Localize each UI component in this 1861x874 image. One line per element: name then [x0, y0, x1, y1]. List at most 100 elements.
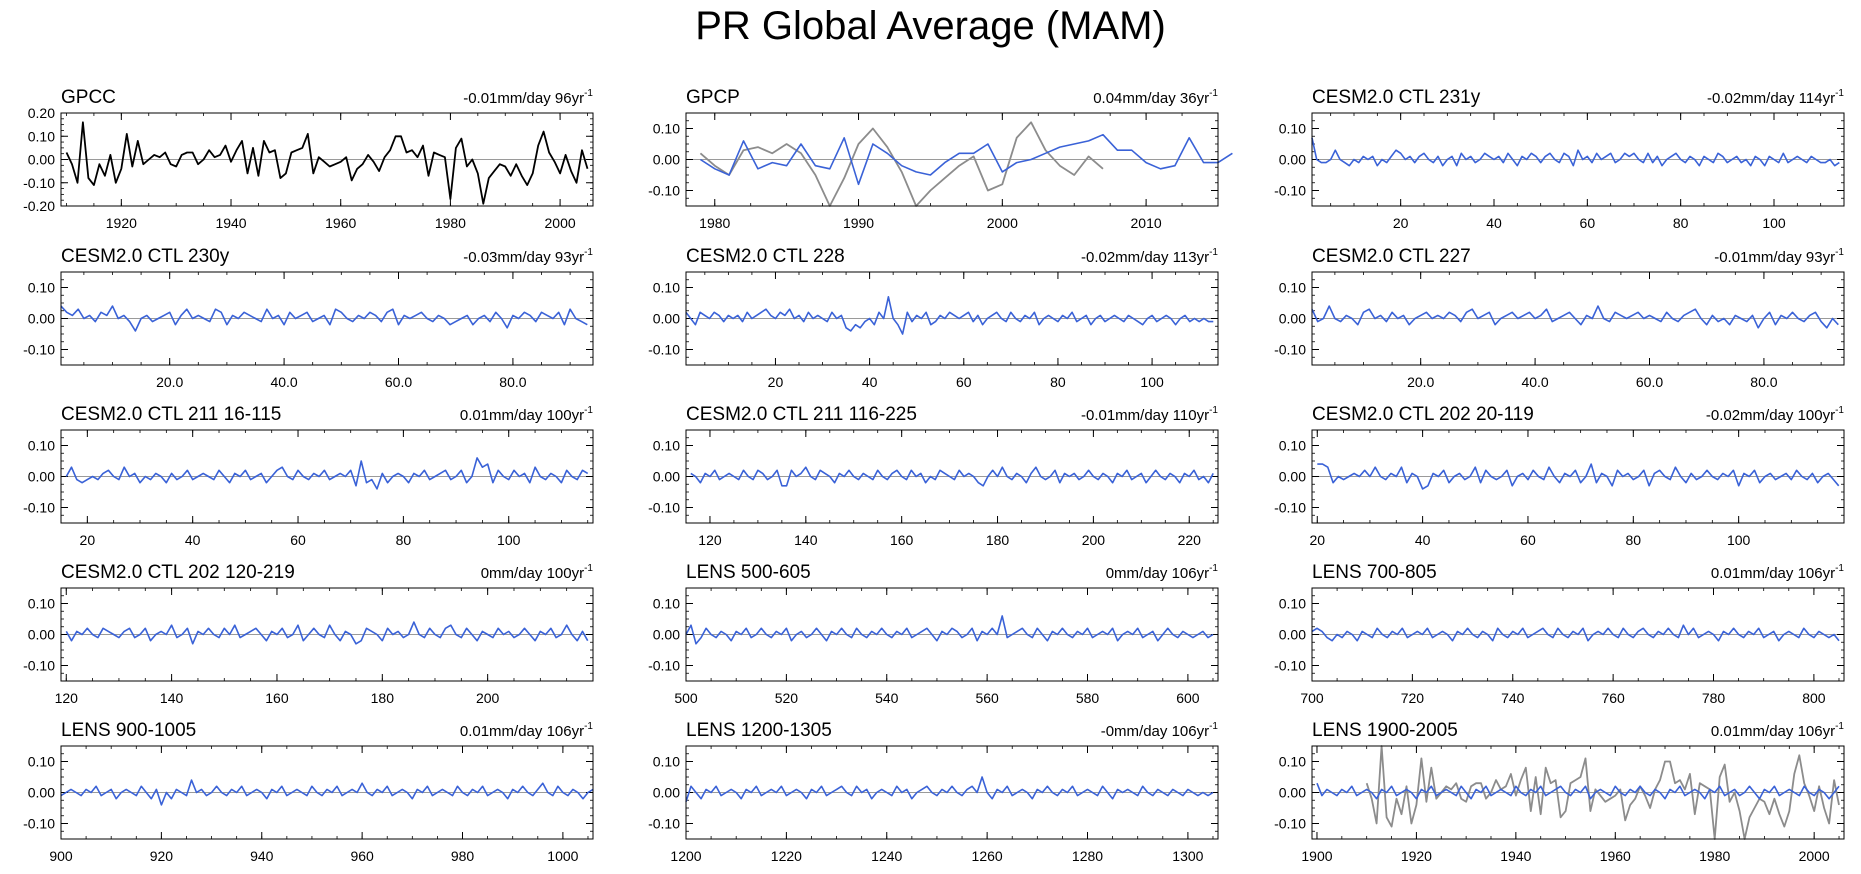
- x-tick-label: 1960: [325, 215, 356, 231]
- series-line: [699, 121, 1104, 207]
- x-tick-label: 940: [250, 848, 274, 864]
- x-tick-label: 60.0: [385, 374, 412, 390]
- chart-panel: CESM2.0 CTL 202 120-219 0mm/day 100yr-1 -0…: [23, 562, 594, 706]
- panel-title: LENS 900-1005: [61, 720, 196, 741]
- chart-panel: CESM2.0 CTL 227 -0.01mm/day 93yr-1 -0.10 0.…: [1274, 246, 1845, 390]
- y-tick-label: -0.10: [1274, 658, 1306, 674]
- y-tick-label: -0.10: [1274, 342, 1306, 358]
- panel-title: LENS 1900-2005: [1312, 720, 1458, 741]
- x-tick-label: 2000: [987, 215, 1018, 231]
- x-tick-label: 80: [1050, 374, 1066, 390]
- x-tick-label: 1980: [435, 215, 466, 231]
- x-tick-label: 1260: [972, 848, 1003, 864]
- y-tick-label: 0.20: [28, 105, 55, 121]
- y-tick-label: -0.10: [23, 175, 55, 191]
- y-tick-label: 0.00: [28, 152, 55, 168]
- panel-title: CESM2.0 CTL 228: [686, 246, 845, 267]
- chart-panel: CESM2.0 CTL 230y -0.03mm/day 93yr-1 -0.10 0…: [23, 246, 594, 390]
- y-tick-label: 0.10: [1279, 754, 1306, 770]
- x-tick-label: 1300: [1172, 848, 1203, 864]
- x-tick-label: 2000: [1799, 848, 1830, 864]
- x-tick-label: 500: [674, 690, 698, 706]
- x-tick-label: 100: [1762, 215, 1786, 231]
- x-tick-label: 900: [49, 848, 73, 864]
- plot-frame: [60, 587, 594, 682]
- x-tick-label: 180: [986, 532, 1010, 548]
- x-tick-label: 1240: [871, 848, 902, 864]
- panel-trend: -0.01mm/day 93yr-1: [1714, 247, 1844, 266]
- x-tick-label: 80: [396, 532, 412, 548]
- series-line: [699, 133, 1233, 186]
- x-tick-label: 960: [350, 848, 374, 864]
- x-tick-label: 720: [1401, 690, 1425, 706]
- y-tick-label: -0.10: [648, 658, 680, 674]
- x-tick-label: 800: [1802, 690, 1826, 706]
- series-line: [685, 615, 1214, 645]
- y-tick-label: -0.10: [23, 658, 55, 674]
- x-tick-label: 920: [150, 848, 174, 864]
- chart-panel: CESM2.0 CTL 202 20-119 -0.02mm/day 100yr-…: [1274, 404, 1845, 548]
- y-tick-label: 0.00: [653, 311, 680, 327]
- x-tick-label: 40.0: [270, 374, 297, 390]
- plot-frame: [1311, 112, 1845, 207]
- y-tick-label: 0.10: [1279, 596, 1306, 612]
- x-tick-label: 60: [956, 374, 972, 390]
- x-tick-label: 80: [1626, 532, 1642, 548]
- x-tick-label: 20: [768, 374, 784, 390]
- y-tick-label: 0.10: [28, 128, 55, 144]
- y-tick-label: 0.00: [653, 627, 680, 643]
- x-tick-label: 1200: [670, 848, 701, 864]
- x-tick-label: 60: [1580, 215, 1596, 231]
- y-tick-label: 0.00: [1279, 152, 1306, 168]
- x-tick-label: 580: [1076, 690, 1100, 706]
- y-tick-label: 0.10: [653, 121, 680, 137]
- chart-panel: CESM2.0 CTL 231y -0.02mm/day 114yr-1 -0.10…: [1274, 87, 1845, 231]
- y-tick-label: -0.10: [23, 816, 55, 832]
- y-tick-label: 0.00: [1279, 469, 1306, 485]
- panel-trend: -0.02mm/day 114yr-1: [1707, 88, 1844, 107]
- y-tick-label: -0.10: [648, 500, 680, 516]
- y-tick-label: -0.10: [1274, 183, 1306, 199]
- plot-frame: [60, 429, 594, 524]
- plot-frame: [1311, 587, 1845, 682]
- panel-title: CESM2.0 CTL 211 16-115: [61, 404, 281, 425]
- chart-panel: LENS 700-805 0.01mm/day 106yr-1 -0.10 0.00 0…: [1274, 562, 1845, 706]
- y-tick-label: 0.00: [1279, 785, 1306, 801]
- panel-trend: -0mm/day 106yr-1: [1101, 721, 1219, 740]
- chart-panel: CESM2.0 CTL 211 16-115 0.01mm/day 100yr-1…: [23, 404, 594, 548]
- x-tick-label: 780: [1702, 690, 1726, 706]
- panel-trend: 0.01mm/day 100yr-1: [460, 405, 594, 424]
- panel-title: CESM2.0 CTL 202 120-219: [61, 562, 295, 583]
- x-tick-label: 1900: [1301, 848, 1332, 864]
- y-tick-label: 0.10: [653, 280, 680, 296]
- panel-title: LENS 500-605: [686, 562, 811, 583]
- y-tick-label: 0.00: [1279, 627, 1306, 643]
- plot-frame: [685, 587, 1219, 682]
- x-tick-label: 20.0: [1407, 374, 1434, 390]
- y-tick-label: 0.10: [1279, 438, 1306, 454]
- x-tick-label: 100: [497, 532, 521, 548]
- panel-trend: -0.03mm/day 93yr-1: [463, 247, 593, 266]
- x-tick-label: 20: [1309, 532, 1325, 548]
- y-tick-label: 0.00: [28, 785, 55, 801]
- series-line: [1316, 782, 1840, 800]
- y-tick-label: 0.10: [28, 280, 55, 296]
- y-tick-label: -0.10: [1274, 500, 1306, 516]
- series-line: [65, 121, 589, 205]
- x-tick-label: 740: [1501, 690, 1525, 706]
- x-tick-label: 100: [1727, 532, 1751, 548]
- series-line: [1311, 137, 1840, 167]
- y-tick-label: 0.10: [653, 438, 680, 454]
- x-tick-label: 1920: [106, 215, 137, 231]
- plot-frame: [685, 112, 1219, 207]
- x-tick-label: 200: [1082, 532, 1106, 548]
- series-line: [685, 295, 1214, 335]
- y-tick-label: 0.00: [1279, 311, 1306, 327]
- x-tick-label: 760: [1601, 690, 1625, 706]
- x-tick-label: 600: [1176, 690, 1200, 706]
- x-tick-label: 160: [890, 532, 914, 548]
- x-tick-label: 2010: [1131, 215, 1162, 231]
- plot-frame: [685, 271, 1219, 366]
- series-line: [1365, 745, 1840, 840]
